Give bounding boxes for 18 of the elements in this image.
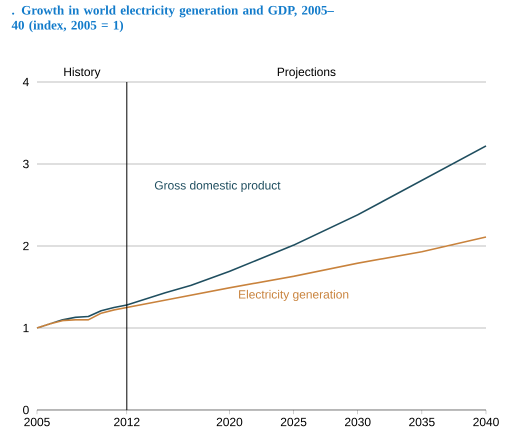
y-tick-label: 0	[23, 406, 29, 414]
y-tick-label: 4	[22, 78, 29, 86]
x-tick-label: 2030	[345, 418, 371, 426]
text: Gross domestic product	[154, 180, 280, 192]
text: History	[64, 67, 100, 78]
series-label: Electricity generation	[239, 290, 348, 301]
chart-title: . Growth in world electricity generation and GDP, 2005–40 (index, 2005 = 1)	[12, 6, 334, 32]
x-tick-label: 2012	[114, 418, 140, 426]
x-tick-label: 2020	[216, 418, 242, 426]
y-tick-label: 3	[23, 160, 29, 168]
text: Projections	[278, 67, 336, 78]
y-tick-label: 1	[23, 324, 29, 332]
y-tick-label: 2	[23, 242, 29, 250]
line-series	[36, 236, 487, 329]
x-tick-label: 2025	[280, 418, 306, 426]
x-tick-label: 2005	[24, 418, 50, 426]
x-tick-label: 2040	[473, 418, 499, 426]
x-tick-label: 2035	[409, 418, 435, 426]
